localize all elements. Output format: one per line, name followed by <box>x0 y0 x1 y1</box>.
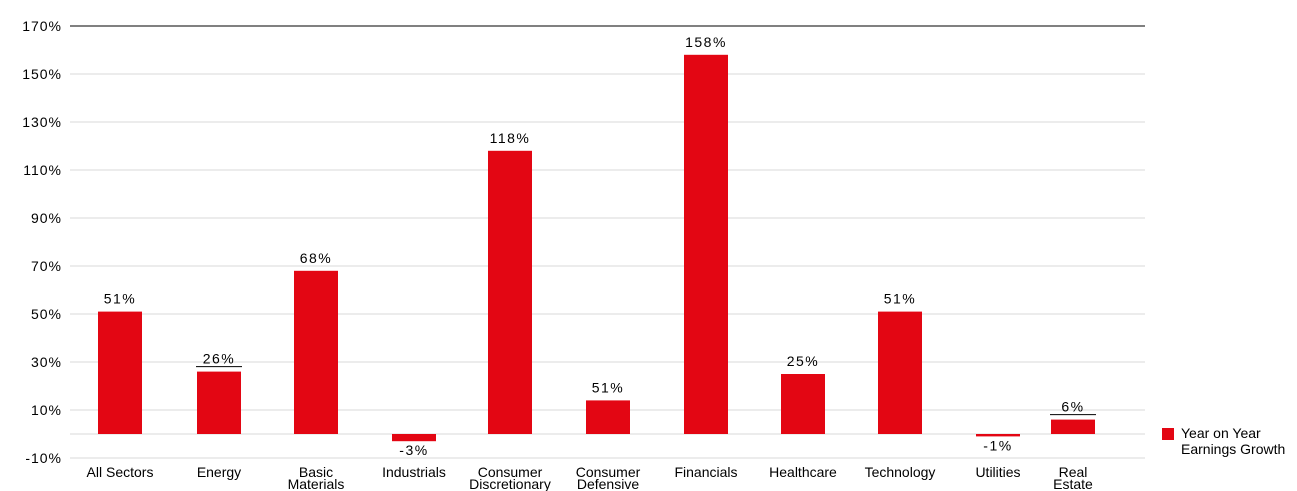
bar <box>878 311 922 434</box>
data-label: 25% <box>787 353 820 369</box>
x-category-label-line: Utilities <box>975 464 1020 480</box>
x-category-label-line: All Sectors <box>87 464 154 480</box>
data-label: 68% <box>300 250 333 266</box>
x-category-label: Energy <box>197 464 241 480</box>
bar <box>392 434 436 442</box>
data-label: -3% <box>399 442 428 458</box>
legend-swatch <box>1162 428 1174 440</box>
x-category-label-line: Materials <box>288 476 345 491</box>
y-tick-label: 110% <box>23 162 62 178</box>
x-category-label: Healthcare <box>769 464 837 480</box>
data-label: 158% <box>685 34 727 50</box>
x-category-label-line: Real <box>1059 464 1088 480</box>
y-tick-label: -10% <box>25 450 62 466</box>
x-category-label-line: Industrials <box>382 464 446 480</box>
data-label: 51% <box>592 379 625 395</box>
bar <box>781 374 825 434</box>
x-category-label: Technology <box>865 464 936 480</box>
bar <box>488 150 532 435</box>
y-tick-label: 30% <box>31 354 62 370</box>
bar <box>1051 419 1095 434</box>
bar <box>684 54 728 435</box>
gridlines <box>70 25 1145 459</box>
bar <box>976 434 1020 437</box>
data-labels: 51% 26% 68% -3% 118% 51% 158% 25% 51% -1% 6% <box>104 34 1096 458</box>
x-category-label-line: Technology <box>865 464 936 480</box>
y-tick-label: 50% <box>31 306 62 322</box>
legend-label-line2: Earnings Growth <box>1181 441 1286 457</box>
x-category-label-line: Healthcare <box>769 464 837 480</box>
x-category-label: All Sectors <box>87 464 154 480</box>
x-category-label: Utilities <box>975 464 1020 480</box>
data-label: -1% <box>983 437 1012 453</box>
data-label: 6% <box>1061 399 1084 415</box>
data-label: 26% <box>203 351 236 367</box>
legend-label: Year on Year Earnings Growth <box>1181 425 1285 457</box>
x-category-label-line: Defensive <box>577 476 639 491</box>
x-category-label-line: Discretionary <box>469 476 551 491</box>
x-category-label-line: Consumer <box>576 464 641 480</box>
y-tick-label: 130% <box>22 114 62 130</box>
x-category-label-line: Financials <box>674 464 737 480</box>
x-category-label: Consumer Discretionary <box>469 464 551 491</box>
legend: Year on Year Earnings Growth <box>1162 425 1285 457</box>
data-label: 51% <box>104 291 137 307</box>
y-tick-label: 150% <box>22 66 62 82</box>
x-category-label-line: Estate <box>1053 476 1093 491</box>
y-tick-label: 70% <box>31 258 62 274</box>
y-tick-label: 90% <box>31 210 62 226</box>
data-label: 51% <box>884 291 917 307</box>
bar <box>98 311 142 434</box>
y-tick-label: 170% <box>22 18 62 34</box>
x-category-label: Industrials <box>382 464 446 480</box>
bar <box>294 270 338 434</box>
x-category-label: Real Estate <box>1053 464 1093 491</box>
x-category-label-line: Consumer <box>478 464 543 480</box>
x-category-label: Financials <box>674 464 737 480</box>
y-axis-tick-labels: -10% 10% 30% 50% 70% 90% 110% 130% 150% 170% <box>22 18 62 466</box>
x-category-label-line: Energy <box>197 464 241 480</box>
bar <box>197 371 241 434</box>
bar <box>586 400 630 434</box>
x-category-label: Basic Materials <box>288 464 345 491</box>
y-tick-label: 10% <box>31 402 62 418</box>
x-category-label-line: Basic <box>299 464 333 480</box>
bars <box>98 54 1095 442</box>
legend-label-line1: Year on Year <box>1181 425 1261 441</box>
x-axis-category-labels: All Sectors Energy Basic Materials Industria… <box>87 464 1094 491</box>
x-category-label: Consumer Defensive <box>576 464 641 491</box>
data-label: 118% <box>490 130 531 146</box>
